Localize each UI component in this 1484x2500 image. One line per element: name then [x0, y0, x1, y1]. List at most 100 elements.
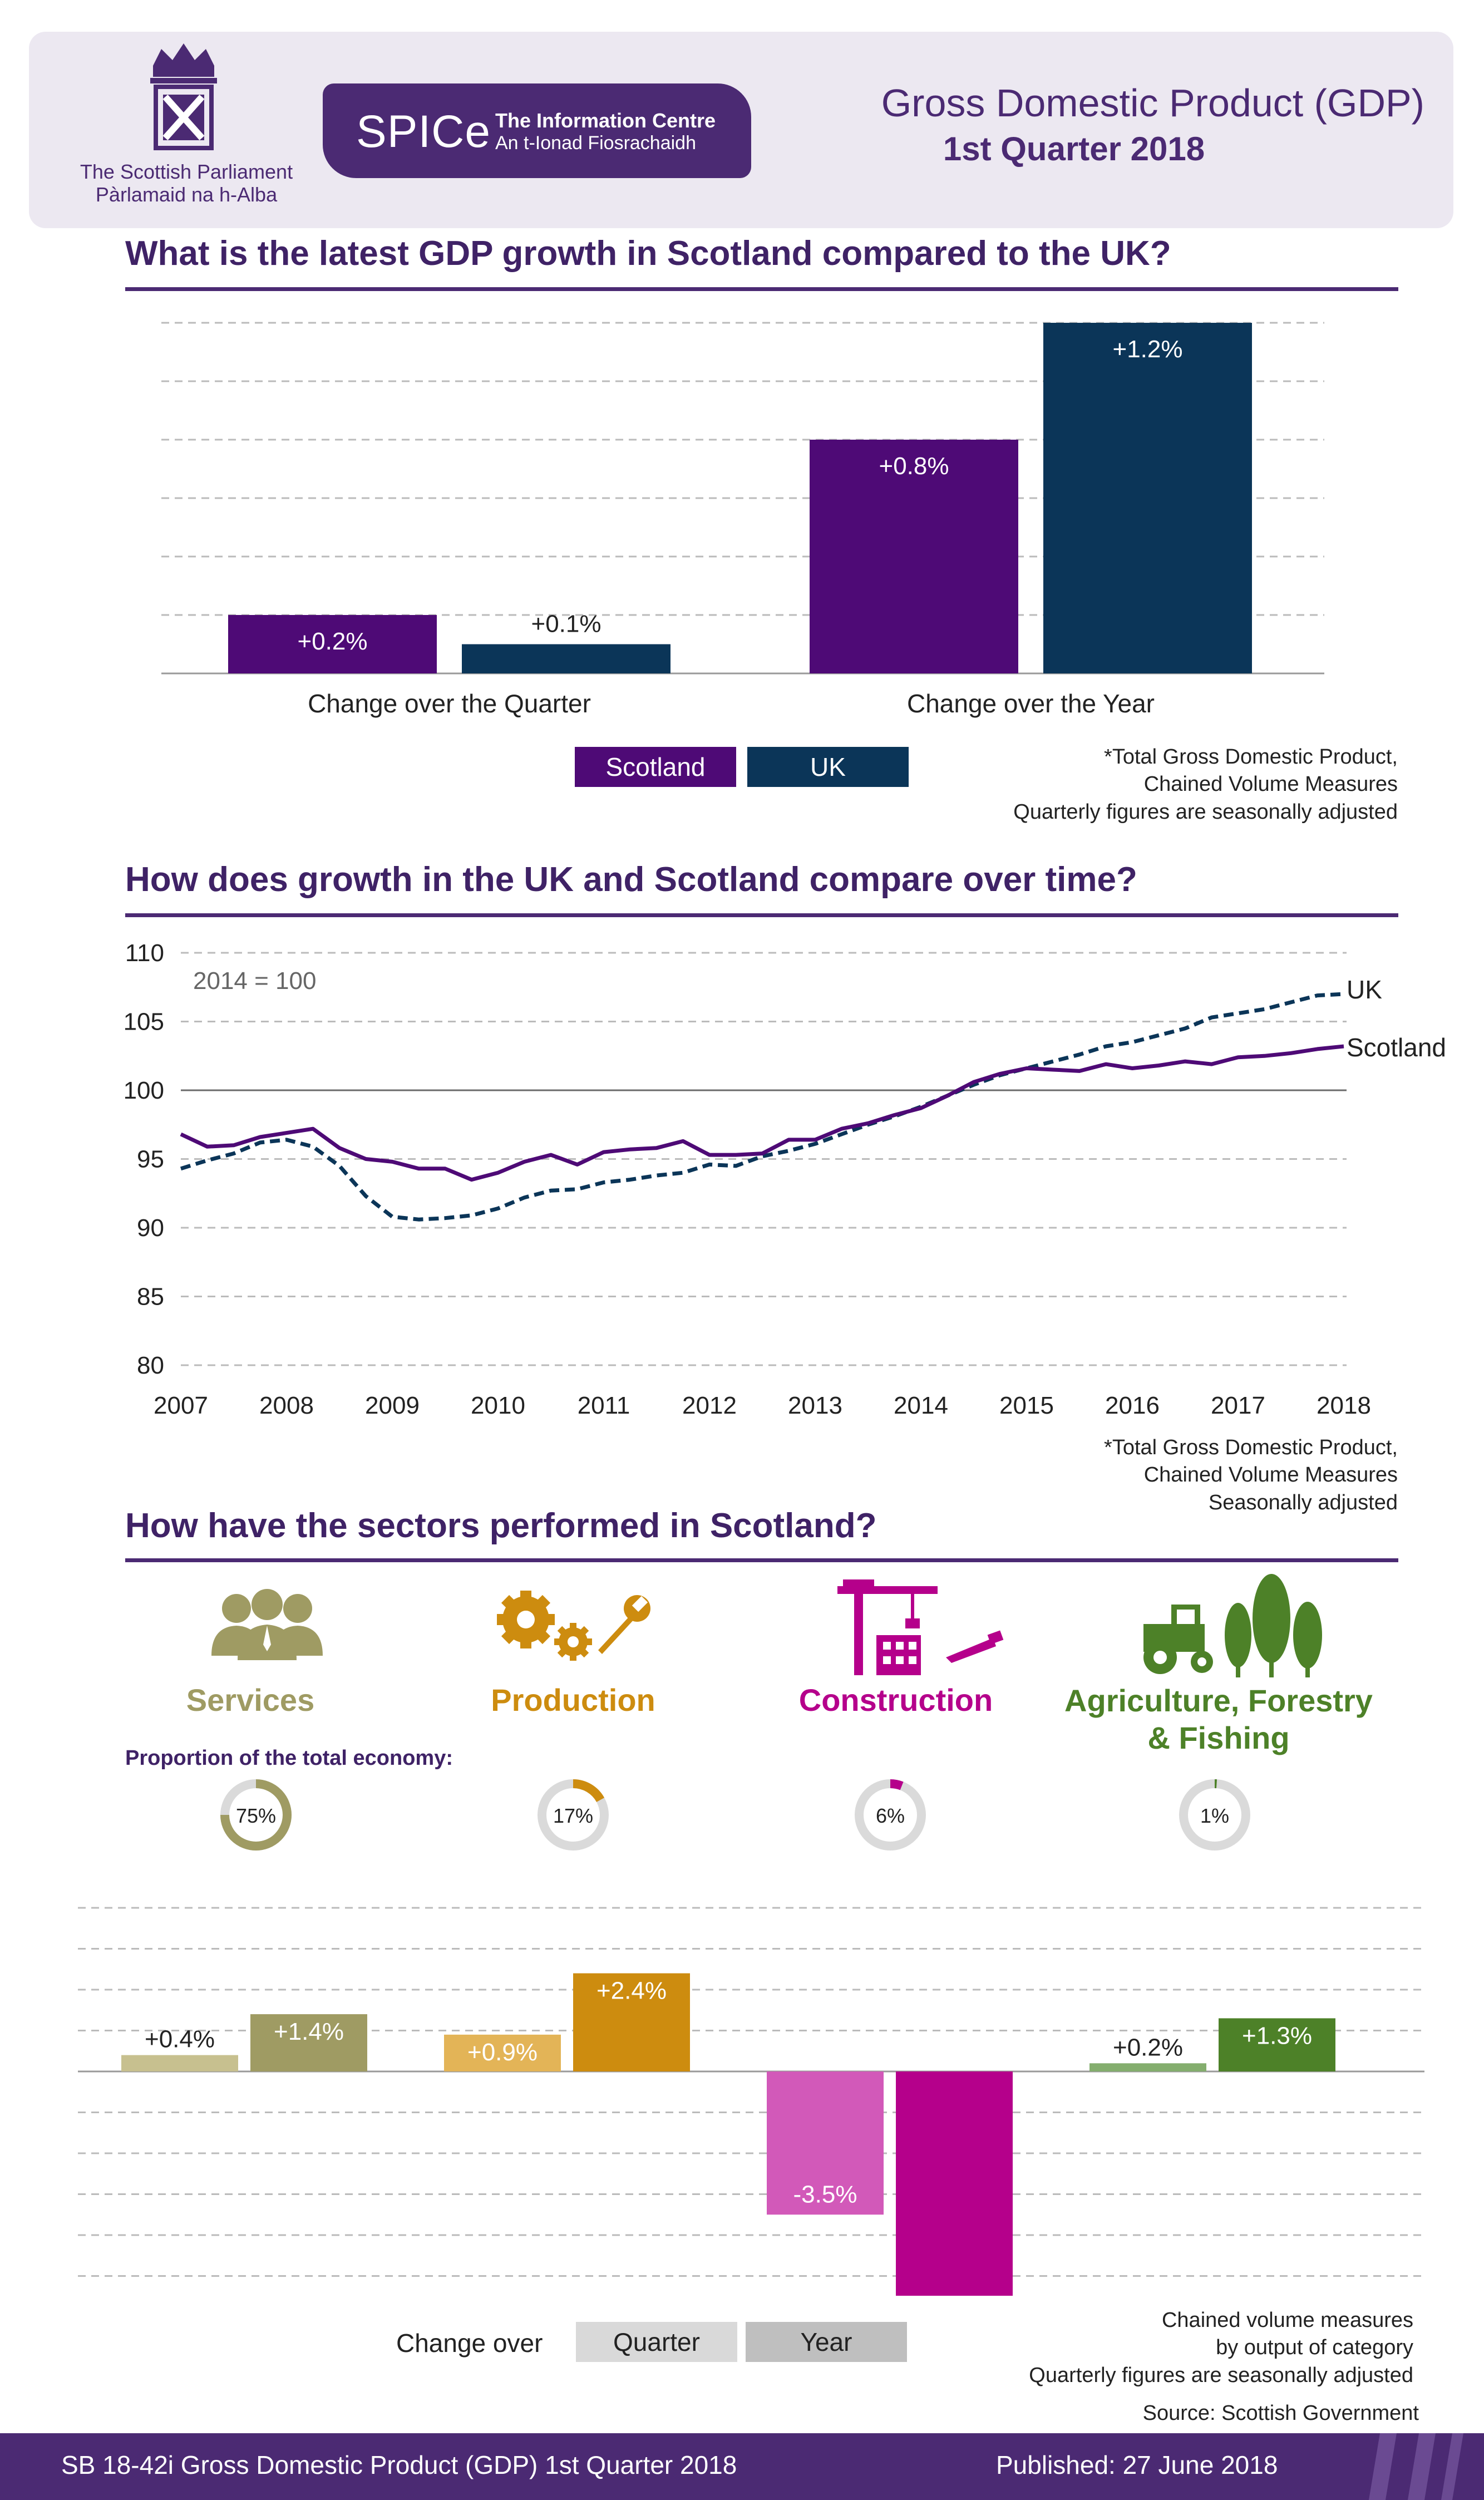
category-label: Change over the Year [907, 689, 1155, 718]
y-tick-label: 95 [137, 1146, 164, 1173]
bar-value-label: +0.8% [879, 452, 949, 480]
x-tick-label: 2016 [1105, 1392, 1160, 1419]
section3-title: How have the sectors performed in Scotla… [125, 1507, 877, 1545]
x-tick-label: 2007 [154, 1392, 208, 1419]
bar-value-label: +1.3% [1242, 2022, 1312, 2049]
bar-value-label: +2.4% [596, 1977, 667, 2005]
bar-year [573, 1973, 690, 2071]
sector-name-services: Services [186, 1682, 315, 1717]
bar-uk [462, 644, 670, 673]
bar-scotland [228, 615, 437, 673]
section1-note-line2: Chained Volume Measures [1143, 772, 1398, 796]
donut-value-label: 17% [553, 1804, 593, 1827]
bar-value-label: +0.9% [467, 2039, 538, 2066]
sector-name-construction: Construction [798, 1682, 993, 1717]
bar-quarter [121, 2055, 238, 2071]
x-tick-label: 2011 [578, 1392, 630, 1419]
section2-note-line2: Chained Volume Measures [1143, 1463, 1398, 1487]
y-tick-label: 105 [124, 1008, 164, 1036]
section2-note: *Total Gross Domestic Product, Chained V… [890, 1434, 1398, 1517]
sector-name-agriculture-line1: Agriculture, Forestry [1064, 1683, 1373, 1718]
section2-divider [125, 913, 1398, 917]
gdp-index-line-chart: 80 85 90 95 100 105 110 2007 2008 2009 2010 2011 201… [124, 939, 1446, 1419]
spice-logo [323, 83, 751, 178]
proportion-donuts: 75% 17% 6% 1% [220, 1779, 1250, 1851]
parliament-name-en: The Scottish Parliament [80, 160, 293, 183]
series-line-scotland [180, 1044, 1344, 1182]
donut-value-label: 75% [236, 1804, 276, 1827]
x-tick-label: 2008 [259, 1392, 314, 1419]
sector-name-agriculture: Agriculture, Forestry & Fishing [1024, 1682, 1413, 1756]
y-tick-label: 100 [124, 1077, 164, 1104]
y-tick-label: 110 [125, 939, 164, 967]
section1-divider [125, 287, 1398, 291]
legend-year: Year [746, 2322, 907, 2362]
section3-note-line2: by output of category [1216, 2336, 1413, 2360]
section3-note: Chained volume measures by output of cat… [918, 2307, 1413, 2389]
section2-note-line3: Seasonally adjusted [1208, 1490, 1398, 1514]
y-tick-label: 80 [137, 1352, 164, 1379]
x-tick-label: 2012 [682, 1392, 737, 1419]
tractor-trees-icon [1143, 1574, 1322, 1677]
footer-stripes-icon [1369, 2433, 1463, 2500]
people-icon [211, 1589, 323, 1660]
parliament-name-gd: Pàrlamaid na h-Alba [95, 183, 278, 206]
section2-title: How does growth in the UK and Scotland c… [125, 860, 1137, 899]
bar-scotland [810, 440, 1018, 673]
spice-logo-word: SPICe [356, 106, 491, 157]
series-end-label: Scotland [1347, 1033, 1446, 1062]
footer-reference: SB 18-42i Gross Domestic Product (GDP) 1… [61, 2450, 737, 2479]
gears-wrench-icon [497, 1591, 650, 1661]
bar-year [250, 2014, 367, 2071]
change-over-label: Change over [396, 2329, 543, 2358]
bar-value-label: +0.2% [298, 628, 368, 655]
legend-quarter: Quarter [576, 2322, 737, 2362]
x-tick-label: 2010 [471, 1392, 525, 1419]
page-title: Gross Domestic Product (GDP) [881, 81, 1424, 125]
section2-note-line1: *Total Gross Domestic Product, [1104, 1436, 1398, 1459]
bar-year [896, 2071, 1013, 2296]
donut-value-label: 1% [1200, 1804, 1229, 1827]
bar-quarter [1089, 2063, 1206, 2071]
series-line-uk [180, 992, 1344, 1222]
x-tick-label: 2017 [1211, 1392, 1265, 1419]
bar-value-label: +0.4% [145, 2026, 215, 2053]
category-label: Change over the Quarter [308, 689, 591, 718]
crane-building-icon [837, 1579, 1004, 1675]
section1-note-line3: Quarterly figures are seasonally adjuste… [1013, 800, 1398, 824]
series-end-label: UK [1347, 975, 1382, 1004]
bar-quarter [767, 2071, 884, 2215]
bar-value-label: +0.2% [1113, 2034, 1183, 2061]
legend-uk: UK [747, 747, 909, 787]
bar-quarter [444, 2034, 561, 2071]
legend-scotland: Scotland [575, 747, 736, 787]
bar-value-label: +0.1% [531, 611, 602, 638]
gdp-growth-bar-chart: +0.2% +0.1% Change over the Quarter +0.8% +1… [161, 322, 1324, 718]
sector-name-production: Production [491, 1682, 655, 1717]
bar-uk [1043, 323, 1252, 673]
spice-logo-line1: The Information Centre [495, 109, 716, 132]
section1-note-line1: *Total Gross Domestic Product, [1104, 745, 1398, 769]
bar-year [1219, 2018, 1335, 2071]
y-tick-label: 90 [137, 1214, 164, 1242]
section1-note: *Total Gross Domestic Product, Chained V… [890, 744, 1398, 826]
scottish-parliament-crest-icon [150, 43, 217, 150]
section1-title: What is the latest GDP growth in Scotlan… [125, 234, 1171, 273]
footer-published-date: Published: 27 June 2018 [996, 2450, 1278, 2479]
bar-value-label: -3.5% [793, 2181, 857, 2208]
y-tick-label: 85 [137, 1283, 164, 1311]
proportion-label: Proportion of the total economy: [125, 1746, 453, 1770]
index-base-annotation: 2014 = 100 [193, 967, 316, 995]
donut-arc [220, 1779, 292, 1851]
parliament-name: The Scottish Parliament Pàrlamaid na h-A… [75, 160, 298, 206]
sector-change-bar-chart: +0.4%+1.4%+0.9%+2.4%-3.5%-9.2%+0.2%+1.3% [78, 1907, 1424, 2296]
donut-arc [890, 1779, 904, 1790]
x-tick-label: 2013 [788, 1392, 842, 1419]
x-tick-label: 2009 [365, 1392, 420, 1419]
footer-bar [0, 2433, 1484, 2500]
x-tick-label: 2018 [1317, 1392, 1371, 1419]
spice-logo-line2: An t-Ionad Fiosrachaidh [495, 132, 696, 154]
section3-divider [125, 1558, 1398, 1562]
sector-name-agriculture-line2: & Fishing [1147, 1720, 1290, 1756]
section3-note-line3: Quarterly figures are seasonally adjuste… [1029, 2363, 1413, 2387]
